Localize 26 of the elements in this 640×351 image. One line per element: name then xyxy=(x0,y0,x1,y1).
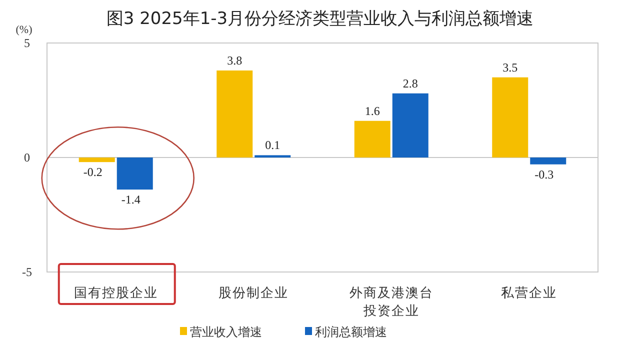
data-label: 3.8 xyxy=(227,53,242,68)
bar xyxy=(492,77,528,158)
bar xyxy=(354,120,390,158)
data-label: -0.2 xyxy=(83,165,102,180)
data-label: 3.5 xyxy=(502,60,518,74)
bar xyxy=(216,70,253,158)
y-tick-label: 0 xyxy=(24,150,30,164)
bar xyxy=(116,158,153,190)
y-tick-label: 5 xyxy=(24,36,30,50)
data-label: -0.3 xyxy=(534,167,554,182)
legend-label: 利润总额增速 xyxy=(315,325,387,339)
x-tick-label: 外商及港澳台投资企业 xyxy=(349,286,434,319)
data-label: 0.1 xyxy=(265,138,280,152)
chart-title: 图3 2025年1-3月份分经济类型营业收入与利润总额增速 xyxy=(106,9,534,29)
bar xyxy=(530,158,566,164)
legend-label: 营业收入增速 xyxy=(190,325,262,339)
data-label: 1.6 xyxy=(364,104,380,118)
x-tick-label: 国有控股企业 xyxy=(74,286,158,301)
y-tick-label: -5 xyxy=(22,265,32,279)
data-label: 2.8 xyxy=(402,76,418,90)
x-tick-label: 股份制企业 xyxy=(218,286,289,301)
y-axis-title: (%) xyxy=(16,24,33,36)
bar xyxy=(78,158,115,162)
bar xyxy=(392,93,428,158)
data-label: -1.4 xyxy=(121,192,140,207)
x-tick-label: 私营企业 xyxy=(501,286,558,301)
